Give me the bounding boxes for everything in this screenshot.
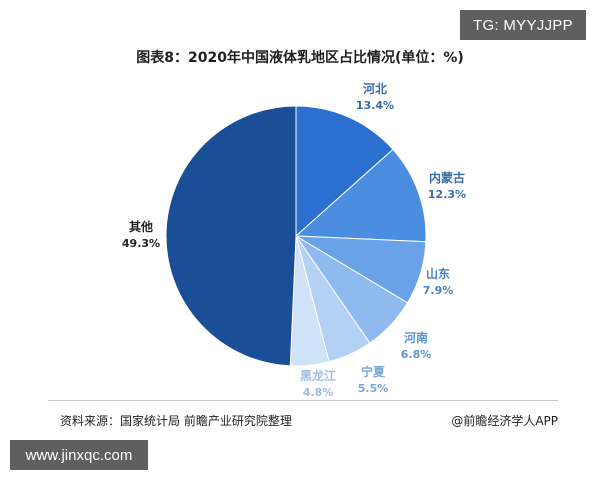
- slice-label-6: 其他: [129, 219, 153, 234]
- slice-value-label-4: 5.5%: [358, 382, 389, 395]
- slice-value-label-6: 49.3%: [122, 237, 160, 250]
- pie-slice-1: [294, 148, 427, 243]
- slice-label-2: 山东: [426, 266, 450, 281]
- slice-label-5: 黑龙江: [300, 368, 336, 383]
- pie-slice-0: [295, 105, 394, 238]
- slice-label-0: 河北: [362, 81, 387, 96]
- tg-watermark-badge: TG: MYYJJPP: [460, 10, 586, 40]
- slice-value-label-0: 13.4%: [356, 99, 394, 112]
- slice-label-1: 内蒙古: [429, 170, 465, 185]
- pie-slice-6: [165, 105, 297, 367]
- chart-title: 图表8：2020年中国液体乳地区占比情况(单位：%): [136, 50, 464, 66]
- slice-value-label-5: 4.8%: [303, 386, 334, 399]
- slice-label-4: 宁夏: [361, 364, 386, 379]
- slice-value-label-1: 12.3%: [428, 188, 466, 201]
- publisher-credit: @前瞻经济学人APP: [451, 414, 558, 428]
- slice-value-label-3: 6.8%: [401, 348, 432, 361]
- source-note: 资料来源：国家统计局 前瞻产业研究院整理: [60, 414, 292, 428]
- slice-label-3: 河南: [403, 330, 428, 345]
- slice-value-label-2: 7.9%: [423, 284, 454, 297]
- footer-divider: [48, 400, 558, 401]
- site-watermark-badge: www.jinxqc.com: [10, 440, 148, 470]
